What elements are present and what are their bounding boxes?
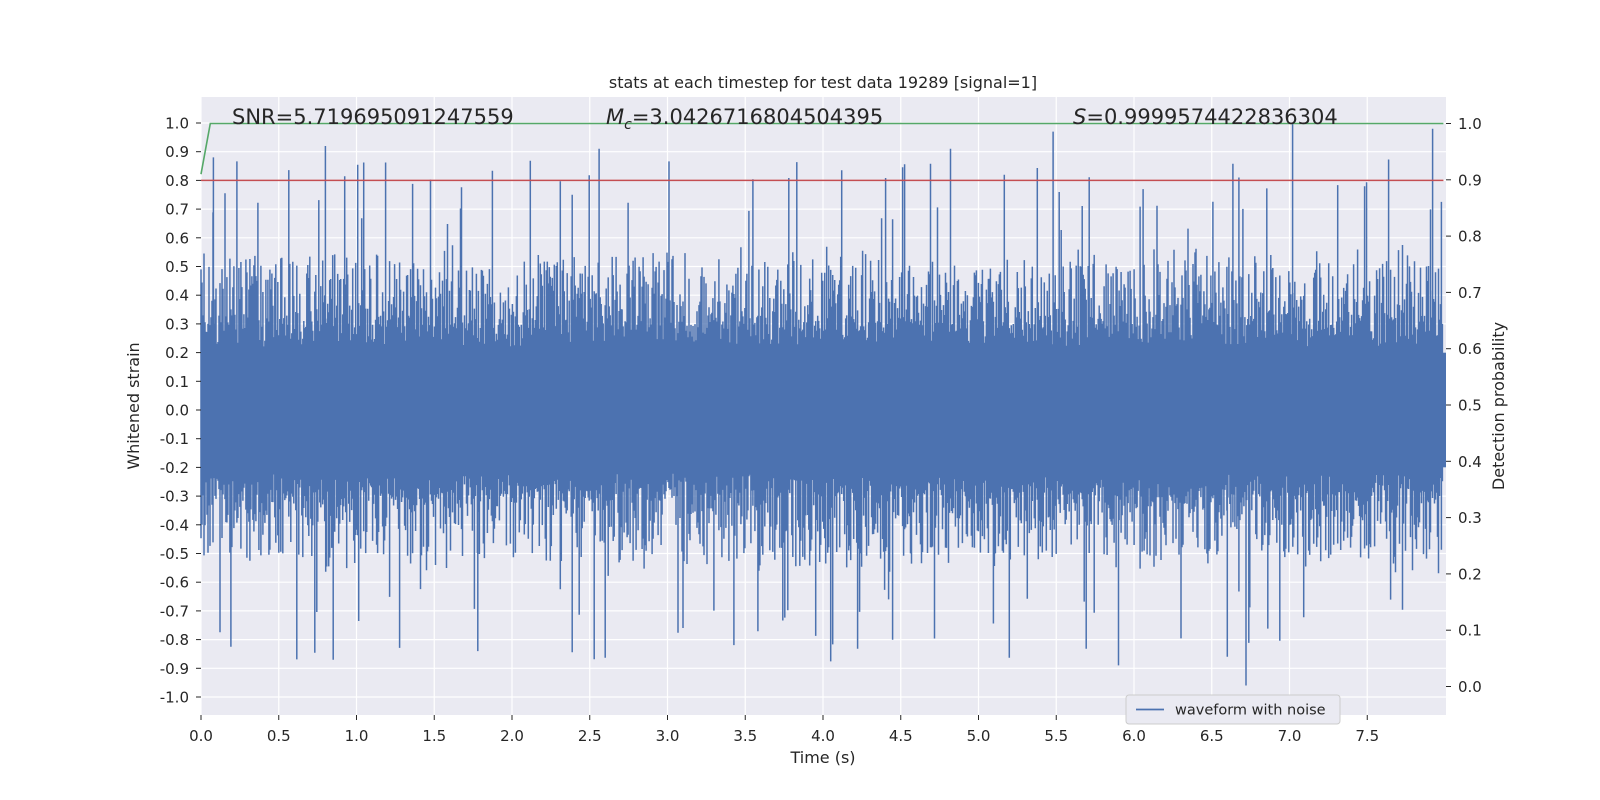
chirp-mass-value: =3.0426716804504395 <box>632 105 883 129</box>
y-tick-label-left: -0.1 <box>160 430 189 448</box>
x-tick-label: 5.5 <box>1044 727 1068 745</box>
x-tick-label: 3.0 <box>656 727 680 745</box>
x-tick-label: 3.5 <box>733 727 757 745</box>
x-tick-label: 7.5 <box>1355 727 1379 745</box>
y-tick-label-left: -1.0 <box>160 689 189 707</box>
x-tick-label: 2.5 <box>578 727 602 745</box>
x-tick-label: 6.0 <box>1122 727 1146 745</box>
x-tick-label: 2.0 <box>500 727 524 745</box>
line-layer <box>200 122 1444 182</box>
y-tick-label-right: 0.2 <box>1458 565 1482 583</box>
x-tick-label: 0.5 <box>267 727 291 745</box>
y-tick-label-right: 0.9 <box>1458 171 1482 189</box>
y-tick-label-left: 0.5 <box>165 258 189 276</box>
x-axis-label: Time (s) <box>789 748 855 767</box>
waveform-layer <box>200 123 1446 686</box>
y-tick-label-left: 0.6 <box>165 229 189 247</box>
x-tick-label: 7.0 <box>1278 727 1302 745</box>
y-tick-label-left: -0.8 <box>160 631 189 649</box>
chirp-mass-symbol: M <box>606 105 624 129</box>
legend: waveform with noise <box>1125 694 1341 725</box>
y-tick-label-left: -0.6 <box>160 574 189 592</box>
legend-box <box>1125 694 1341 725</box>
chart-title: stats at each timestep for test data 192… <box>609 73 1037 92</box>
y-tick-label-left: -0.7 <box>160 602 189 620</box>
legend-label-waveform: waveform with noise <box>1175 703 1326 719</box>
y-tick-label-right: 1.0 <box>1458 115 1482 133</box>
y-tick-label-right: 0.8 <box>1458 228 1482 246</box>
y-tick-label-left: 0.2 <box>165 344 189 362</box>
y-tick-label-left: -0.4 <box>160 516 189 534</box>
chirp-mass-annotation: Mc=3.0426716804504395 <box>606 105 883 133</box>
y-tick-label-left: -0.5 <box>160 545 189 563</box>
y-tick-label-left: 0.7 <box>165 201 189 219</box>
x-tick-label: 1.5 <box>422 727 446 745</box>
y-tick-label-left: 1.0 <box>165 115 189 133</box>
y-tick-label-left: 0.8 <box>165 172 189 190</box>
y-tick-label-left: 0.4 <box>165 287 189 305</box>
x-tick-label: 4.0 <box>811 727 835 745</box>
y-tick-label-left: -0.2 <box>160 459 189 477</box>
x-tick-label: 4.5 <box>889 727 913 745</box>
y-tick-label-right: 0.3 <box>1458 509 1482 527</box>
y-tick-label-left: -0.3 <box>160 488 189 506</box>
y-tick-label-right: 0.1 <box>1458 622 1482 640</box>
x-tick-label: 1.0 <box>345 727 369 745</box>
chirp-mass-subscript: c <box>624 117 632 133</box>
y-tick-label-left: 0.3 <box>165 315 189 333</box>
y-tick-label-left: 0.1 <box>165 373 189 391</box>
score-annotation: S=0.9999574422836304 <box>1073 105 1338 129</box>
snr-annotation: SNR=5.719695091247559 <box>232 105 514 129</box>
y-tick-label-left: 0.0 <box>165 402 189 420</box>
x-tick-label: 5.0 <box>967 727 991 745</box>
waveform-core-band <box>201 352 1446 468</box>
score-value: =0.9999574422836304 <box>1086 105 1337 129</box>
detection-probability-series <box>200 122 1444 175</box>
y-tick-label-right: 0.5 <box>1458 397 1482 415</box>
y-tick-label-right: 0.6 <box>1458 340 1482 358</box>
y-tick-label-left: -0.9 <box>160 660 189 678</box>
x-tick-label: 6.5 <box>1200 727 1224 745</box>
y-tick-label-right: 0.7 <box>1458 284 1482 302</box>
x-tick-label: 0.0 <box>189 727 213 745</box>
y-tick-label-left: 0.9 <box>165 143 189 161</box>
y-axis-label-left: Whitened strain <box>124 342 143 469</box>
y-axis-label-right: Detection probability <box>1489 322 1508 490</box>
axis-layer: 0.0 0.5 1.0 1.5 2.0 2.5 3.0 3.5 4.0 4.5 5.0 5.5 6.0 6… <box>160 115 1482 746</box>
score-symbol: S <box>1073 105 1086 129</box>
y-tick-label-right: 0.0 <box>1458 678 1482 696</box>
y-tick-label-right: 0.4 <box>1458 453 1482 471</box>
